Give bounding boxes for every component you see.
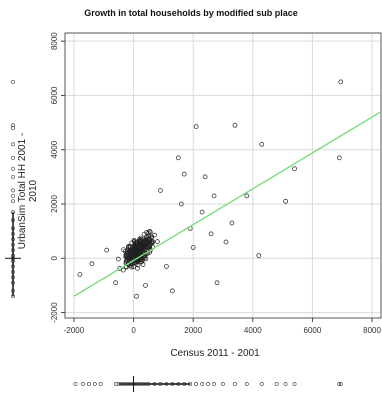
data-point [214, 280, 220, 286]
rug-y-point [11, 123, 15, 128]
data-point [149, 234, 155, 240]
rug-x-point [283, 382, 288, 386]
data-point [123, 258, 129, 264]
data-point [131, 264, 136, 270]
data-point [138, 237, 143, 243]
data-point [129, 240, 135, 246]
data-point [229, 220, 235, 226]
plot-frame [64, 32, 382, 319]
rug-x-point [98, 382, 103, 386]
data-point [178, 201, 184, 207]
data-point [202, 174, 208, 180]
data-point [142, 243, 148, 249]
rug-y-point [11, 174, 15, 179]
rug-x-point [274, 382, 279, 386]
data-point [117, 266, 123, 271]
rug-x-point [73, 382, 78, 386]
rug-x-point [244, 382, 249, 386]
data-point [256, 253, 262, 258]
data-point [283, 198, 288, 204]
data-point [77, 272, 83, 277]
rug-y-point [11, 126, 15, 130]
rug-y-point [11, 193, 15, 198]
data-point [128, 248, 134, 254]
rug-x-point [337, 382, 342, 386]
x-tick-label: 0 [131, 326, 136, 335]
y-tick-label: 0 [50, 256, 59, 261]
data-point [190, 245, 196, 250]
data-point [338, 79, 344, 85]
data-point [89, 261, 95, 267]
data-point [223, 239, 229, 245]
rug-y-point [11, 188, 15, 193]
data-point [199, 209, 205, 215]
data-point [181, 171, 187, 177]
data-point [208, 231, 214, 237]
rug-y-point [11, 166, 15, 171]
rug-x-point [92, 382, 97, 386]
x-tick-label: 8000 [363, 326, 381, 335]
rug-x-point [86, 382, 91, 386]
y-tick-label: 8000 [50, 32, 59, 50]
data-point [336, 155, 342, 161]
rug-x-point [233, 382, 237, 386]
data-point [244, 193, 250, 199]
data-point [131, 239, 137, 244]
data-point [164, 264, 169, 269]
rug-y-point [11, 199, 15, 204]
data-point [134, 258, 140, 264]
x-tick-label: -2000 [64, 326, 85, 335]
data-point [140, 241, 145, 246]
rug-x-point [200, 382, 205, 386]
data-point [134, 293, 139, 299]
rug-x-point [206, 382, 210, 386]
data-point [193, 124, 199, 129]
data-point [149, 240, 155, 246]
y-tick-label: 2000 [50, 195, 59, 213]
rug-y-point [11, 79, 15, 84]
x-tick-label: 2000 [184, 326, 202, 335]
data-point [135, 266, 140, 271]
x-tick-label: 4000 [244, 326, 262, 335]
y-tick-label: -2000 [50, 302, 59, 323]
data-point [292, 166, 297, 172]
rug-x-point [259, 382, 264, 386]
x-tick-label: 6000 [304, 326, 322, 335]
data-point [116, 256, 121, 262]
data-point [158, 188, 163, 193]
data-point [131, 249, 137, 255]
data-point [139, 244, 145, 250]
rug-y-point [11, 142, 15, 147]
chart-title: Growth in total households by modified s… [84, 8, 298, 18]
rug-x-point [338, 382, 343, 386]
rug-x-point [292, 382, 297, 386]
data-point [143, 234, 149, 240]
rug-x-point [80, 382, 85, 386]
data-point [143, 237, 149, 242]
rug-y-point [11, 155, 15, 160]
fit-line [73, 111, 382, 297]
data-point [104, 247, 110, 253]
data-point [143, 283, 148, 288]
data-point [175, 155, 181, 161]
data-point [140, 262, 146, 267]
data-point [113, 280, 119, 286]
data-point [211, 193, 217, 199]
rug-x-point [194, 382, 199, 386]
data-point [169, 288, 175, 294]
data-point [259, 141, 265, 147]
data-point [129, 264, 134, 270]
y-tick-label: 6000 [50, 86, 59, 104]
data-point [144, 230, 149, 235]
x-axis-label: Census 2011 - 2001 [170, 348, 260, 359]
data-point [155, 239, 160, 244]
y-tick-label: 4000 [50, 140, 59, 158]
rug-x-point [221, 382, 225, 386]
rug-x-point [212, 382, 216, 386]
data-point [232, 122, 238, 128]
